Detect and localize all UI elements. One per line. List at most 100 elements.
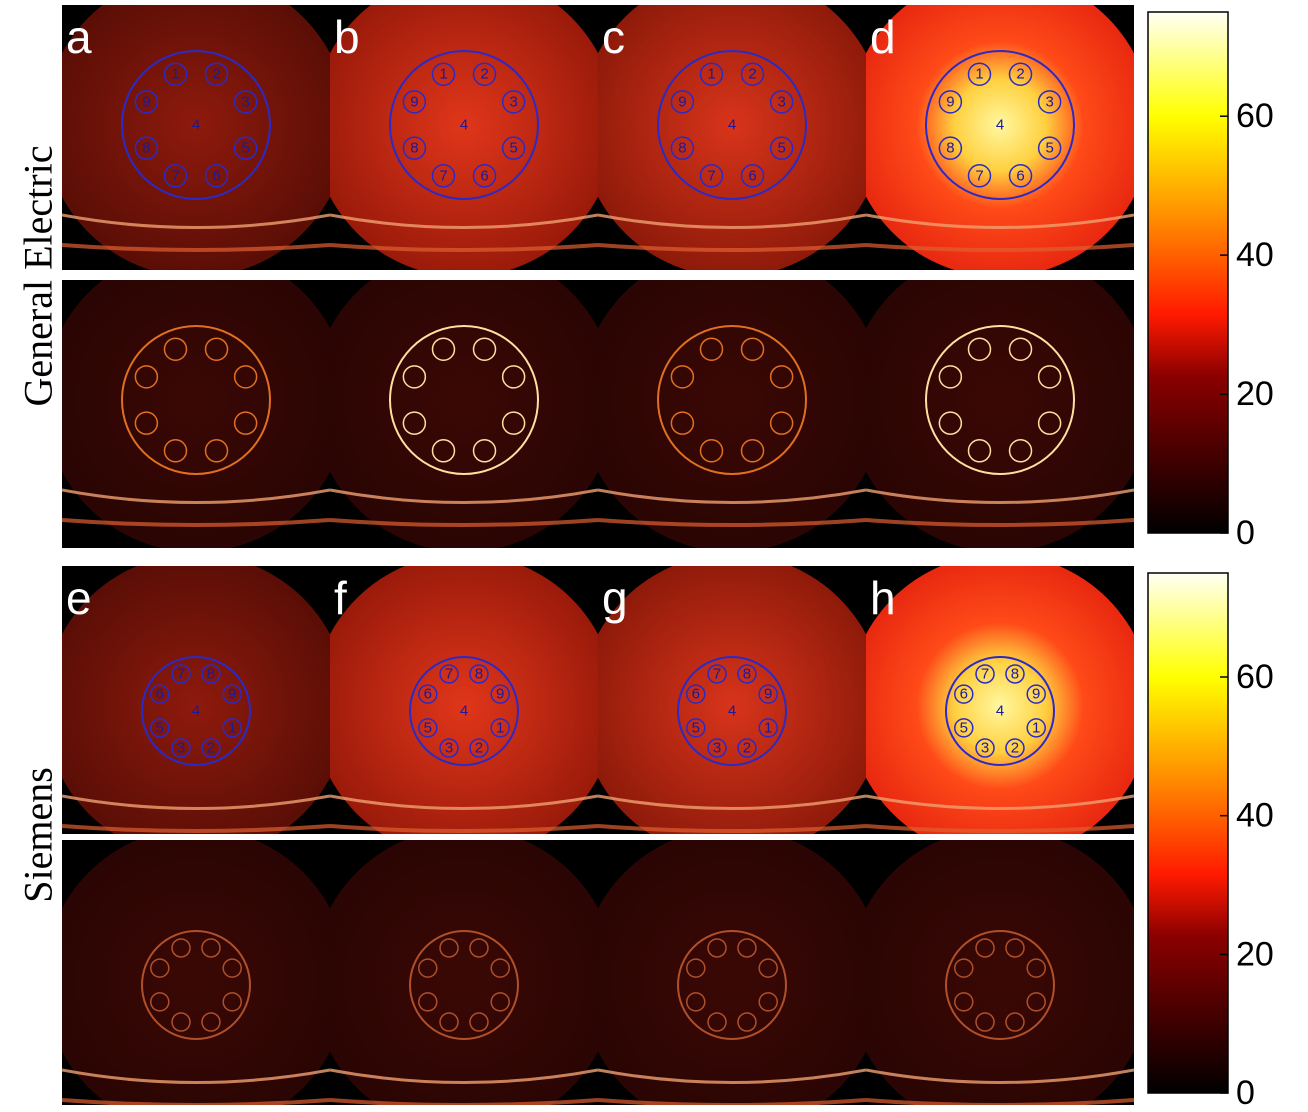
panel [44,248,348,552]
panel [44,828,348,1112]
figure: General Electric Siemens 123567894a12356… [0,0,1308,1112]
roi-label: 8 [1011,665,1019,682]
panel-letter: f [334,572,347,624]
row-label: General Electric [16,146,61,407]
panel-letter: h [870,572,896,624]
tick-label: 60 [1236,97,1274,135]
roi-label: 1 [707,66,715,83]
roi-label: 9 [410,93,418,110]
phantom [312,248,616,552]
roi-label: 9 [496,686,504,703]
roi-label: 5 [777,140,785,157]
tick-label: 20 [1236,935,1274,973]
row-label: Siemens [16,767,61,903]
roi-label: 5 [156,719,164,736]
roi-label: 2 [748,66,756,83]
roi-label: 2 [475,740,483,757]
panel [580,828,884,1112]
roi-label: 6 [480,167,488,184]
roi-label: 3 [713,740,721,757]
roi-label: 8 [207,665,215,682]
roi-label: 7 [171,167,179,184]
panel: 123567894 [580,0,884,277]
roi-label: 6 [748,167,756,184]
panel-letter: a [66,11,92,63]
panel: 789123564 [312,554,616,858]
roi-label: 8 [743,665,751,682]
panel-letter: g [602,572,628,624]
roi-label: 8 [142,140,150,157]
phantom [44,248,348,552]
roi-label: 8 [678,140,686,157]
roi-label: 8 [946,140,954,157]
roi-label: 8 [410,140,418,157]
roi-label: 7 [981,665,989,682]
roi-label: 9 [142,93,150,110]
panel [312,828,616,1112]
roi-label: 9 [228,686,236,703]
tick-label: 0 [1236,1074,1255,1112]
roi-label: 4 [192,117,200,134]
colorbar [1148,12,1228,533]
roi-label: 2 [743,740,751,757]
roi-label: 1 [1032,719,1040,736]
roi-label: 4 [728,117,736,134]
roi-label: 2 [1016,66,1024,83]
panel [312,248,616,552]
panel [848,828,1152,1112]
panel-letter: d [870,11,896,63]
panel-letter: e [66,572,92,624]
roi-label: 6 [692,686,700,703]
roi-label: 3 [981,740,989,757]
roi-label: 1 [975,66,983,83]
roi-label: 9 [764,686,772,703]
roi-label: 3 [241,93,249,110]
tick-label: 40 [1236,797,1274,835]
roi-label: 4 [996,117,1004,134]
roi-label: 5 [241,140,249,157]
roi-label: 2 [1011,740,1019,757]
roi-label: 9 [1032,686,1040,703]
roi-label: 4 [996,703,1004,720]
roi-label: 6 [156,686,164,703]
tick-label: 60 [1236,658,1274,696]
roi-label: 7 [975,167,983,184]
roi-label: 4 [192,703,200,720]
roi-label: 2 [212,66,220,83]
roi-label: 6 [424,686,432,703]
roi-label: 6 [212,167,220,184]
phantom [848,248,1152,552]
colorbar [1148,573,1228,1093]
roi-label: 7 [439,167,447,184]
roi-label: 3 [1045,93,1053,110]
roi-label: 2 [480,66,488,83]
roi-label: 6 [1016,167,1024,184]
roi-label: 4 [728,703,736,720]
roi-label: 3 [445,740,453,757]
panel [848,248,1152,552]
roi-label: 3 [509,93,517,110]
roi-label: 2 [207,740,215,757]
roi-label: 5 [424,719,432,736]
roi-label: 1 [496,719,504,736]
tick-label: 40 [1236,236,1274,274]
roi-label: 4 [460,117,468,134]
roi-label: 5 [960,719,968,736]
roi-label: 5 [1045,140,1053,157]
roi-label: 8 [475,665,483,682]
tick-label: 20 [1236,375,1274,413]
roi-label: 7 [713,665,721,682]
roi-label: 5 [692,719,700,736]
roi-label: 7 [707,167,715,184]
roi-label: 3 [177,740,185,757]
roi-label: 4 [460,703,468,720]
roi-label: 7 [177,665,185,682]
roi-label: 1 [171,66,179,83]
roi-label: 9 [678,93,686,110]
roi-label: 1 [439,66,447,83]
roi-label: 9 [946,93,954,110]
roi-label: 6 [960,686,968,703]
tick-label: 0 [1236,514,1255,552]
roi-label: 5 [509,140,517,157]
panel [580,248,884,552]
